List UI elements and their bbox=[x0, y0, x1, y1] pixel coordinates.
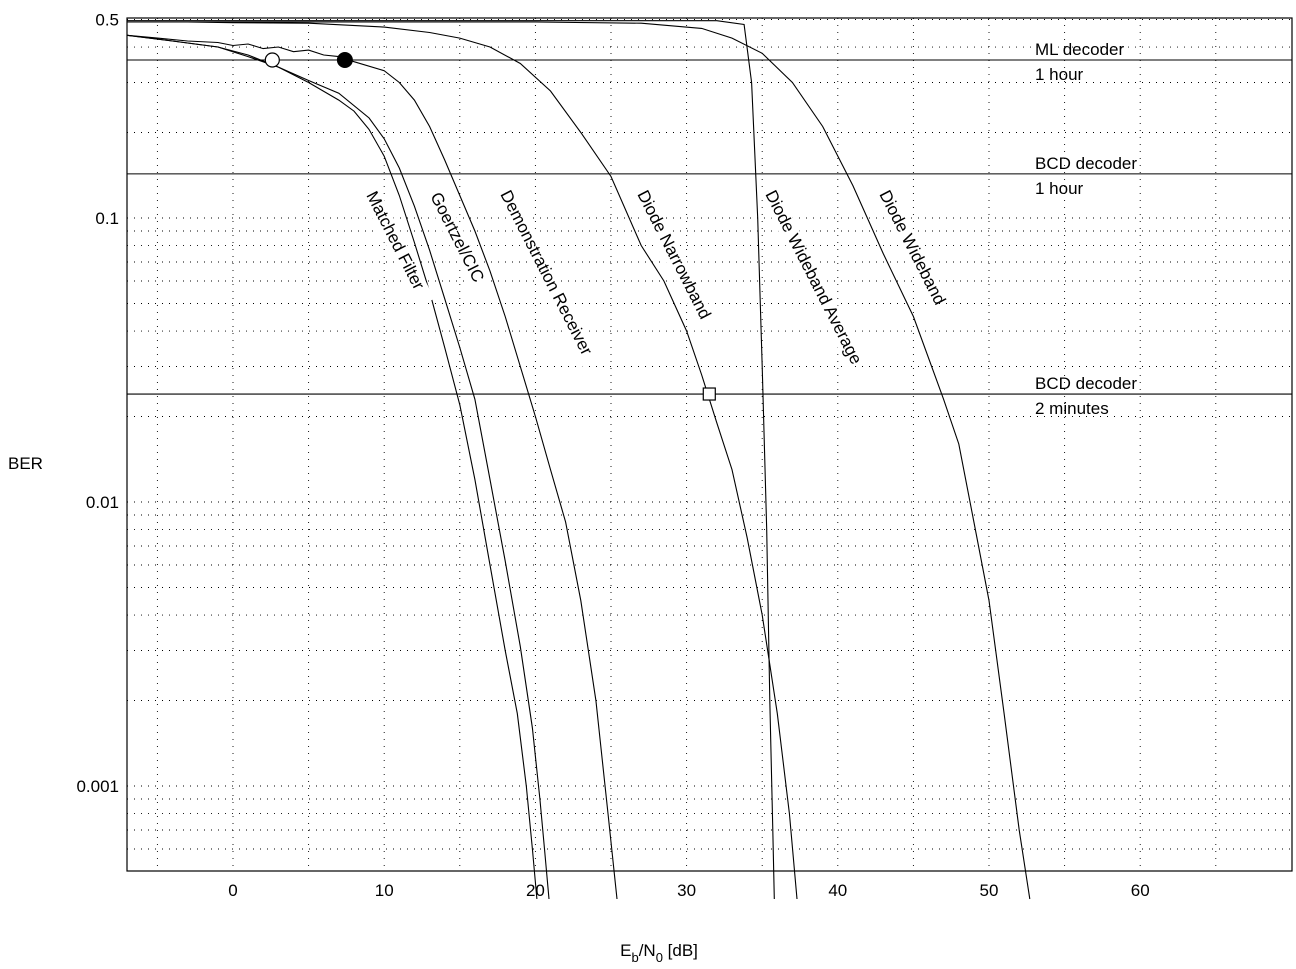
x-tick-label: 20 bbox=[526, 881, 545, 900]
x-tick-label: 60 bbox=[1131, 881, 1150, 900]
curve-label-matched-filter: Matched Filter bbox=[362, 188, 428, 293]
curve-matched-filter bbox=[127, 34, 538, 900]
curve-label-diode-narrowband: Diode Narrowband bbox=[633, 187, 714, 322]
reference-line-sublabel: 1 hour bbox=[1035, 179, 1084, 198]
plot-frame bbox=[126, 17, 1293, 872]
curve-label-background bbox=[360, 185, 435, 308]
open-square-marker bbox=[702, 387, 716, 401]
reference-line-label: ML decoder bbox=[1035, 40, 1124, 59]
x-tick-label: 0 bbox=[228, 881, 237, 900]
reference-lines: ML decoder 1 hour BCD decoder 1 hour BCD dec… bbox=[127, 40, 1292, 418]
ber-curves bbox=[127, 20, 1031, 900]
curve-diode-narrowband bbox=[127, 21, 798, 900]
markers bbox=[264, 52, 716, 401]
curve-label-background bbox=[631, 184, 714, 322]
curve-label-background bbox=[873, 184, 948, 307]
y-axis-label: BER bbox=[8, 454, 43, 473]
curve-label-diode-wideband-average: Diode Wideband Average bbox=[761, 187, 865, 367]
curve-label-diode-wideband: Diode Wideband bbox=[875, 187, 949, 308]
open-circle-marker bbox=[264, 52, 280, 68]
curve-label-demonstration-receiver: Demonstration Receiver bbox=[496, 187, 596, 358]
curve-goertzel-cic bbox=[127, 34, 550, 900]
curve-label-background bbox=[424, 186, 491, 293]
x-tick-label: 50 bbox=[980, 881, 999, 900]
curve-demonstration-receiver bbox=[127, 34, 618, 900]
curve-diode-wideband bbox=[127, 21, 1031, 900]
curve-diode-wideband-average bbox=[127, 20, 775, 900]
curve-label-group: Diode Wideband bbox=[873, 184, 949, 308]
x-axis-label: Eb/N0 [dB] bbox=[620, 941, 698, 965]
grid-lines bbox=[127, 18, 1292, 871]
reference-line-label: BCD decoder bbox=[1035, 154, 1137, 173]
x-tick-label: 30 bbox=[677, 881, 696, 900]
reference-line-sublabel: 2 minutes bbox=[1035, 399, 1109, 418]
filled-circle-marker bbox=[336, 52, 353, 69]
y-tick-label: 0.01 bbox=[86, 493, 119, 512]
curve-label-group: Matched Filter bbox=[360, 185, 435, 308]
reference-line-sublabel: 1 hour bbox=[1035, 65, 1084, 84]
y-tick-label: 0.001 bbox=[76, 777, 119, 796]
tick-labels: 0 10 20 30 40 50 60 0.5 0.1 0.01 0.001 bbox=[76, 10, 1149, 900]
x-tick-label: 10 bbox=[375, 881, 394, 900]
curve-label-background bbox=[759, 184, 865, 368]
x-tick-label: 40 bbox=[828, 881, 847, 900]
curve-label-group: Demonstration Receiver bbox=[494, 184, 600, 368]
curve-label-group: Diode Wideband Average bbox=[759, 184, 866, 368]
y-tick-label: 0.5 bbox=[95, 10, 119, 29]
curve-label-group: Goertzel/CIC bbox=[424, 186, 491, 293]
y-tick-label: 0.1 bbox=[95, 209, 119, 228]
reference-line-label: BCD decoder bbox=[1035, 374, 1137, 393]
curve-label-background bbox=[494, 184, 600, 368]
